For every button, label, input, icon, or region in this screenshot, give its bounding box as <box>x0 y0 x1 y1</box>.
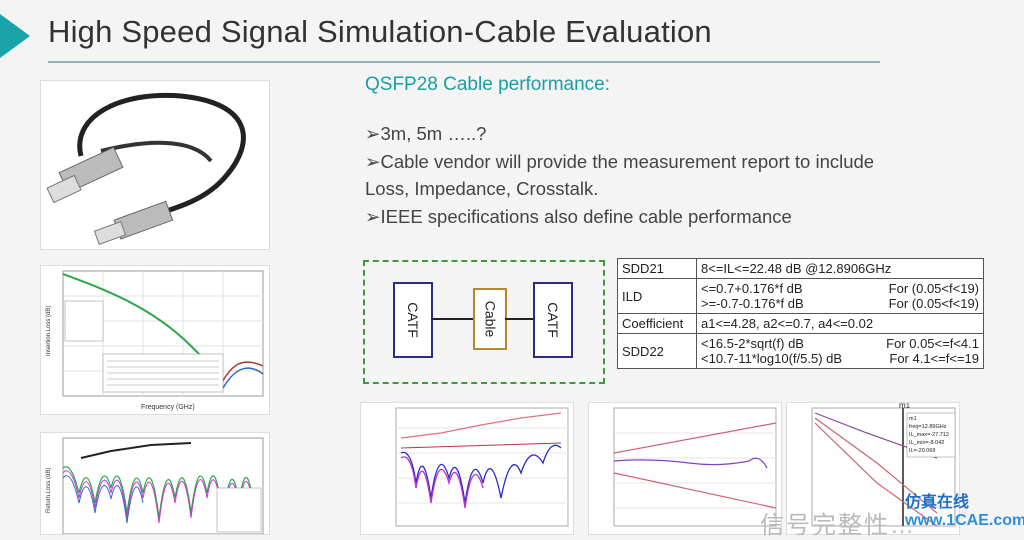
bullet-item: Loss, Impedance, Crosstalk. <box>365 178 599 199</box>
param-value: <10.7-11*log10(f/5.5) dB <box>701 351 843 366</box>
param-range: For 4.1<=f<=19 <box>889 351 979 366</box>
link-line-left <box>431 318 473 320</box>
m1-readout-line: IL_min=-8.042 <box>909 440 944 446</box>
title-accent-tab <box>0 14 30 58</box>
catf-left-label: CATF <box>404 302 421 338</box>
il-xlabel: Frequency (GHz) <box>141 404 195 411</box>
catf-box-left: CATF <box>393 282 433 358</box>
table-row: SDD22 <16.5-2*sqrt(f) dB For 0.05<=f<4.1 … <box>617 333 984 369</box>
watermark-gray-text: 信号完整性… <box>760 512 916 539</box>
m1-readout-line: freq=12.89GHz <box>909 424 947 430</box>
m1-marker-label: m1 <box>899 403 911 410</box>
bullet-list: ➢3m, 5m …..? ➢Cable vendor will provide … <box>365 120 874 230</box>
param-name: SDD21 <box>617 258 697 279</box>
param-name: SDD22 <box>617 333 697 369</box>
insertion-loss-plot: Frequency (GHz) Insertion Loss (dB) <box>40 265 270 415</box>
title-divider <box>48 61 880 63</box>
watermark-line2: www.1CAE.com <box>905 512 1024 529</box>
bullet-item: ➢IEEE specifications also define cable p… <box>365 205 792 227</box>
catf-box-right: CATF <box>533 282 573 358</box>
section-subtitle: QSFP28 Cable performance: <box>365 74 611 95</box>
param-value: <16.5-2*sqrt(f) dB <box>701 336 804 351</box>
param-value: >=-0.7-0.176*f dB <box>701 296 804 311</box>
m1-readout-line: IL_max=-27.712 <box>909 432 949 438</box>
m1-readout-line: IL=-20.069 <box>909 448 935 454</box>
cable-box: Cable <box>473 288 507 350</box>
param-value: a1<=4.28, a2<=0.7, a4<=0.02 <box>696 313 984 334</box>
param-name: Coefficient <box>617 313 697 334</box>
page-title: High Speed Signal Simulation-Cable Evalu… <box>48 14 712 49</box>
m1-readout-line: m1 <box>909 416 917 422</box>
cable-label: Cable <box>482 300 498 338</box>
bullet-item: ➢Cable vendor will provide the measureme… <box>365 150 875 172</box>
il-ylabel: Insertion Loss (dB) <box>46 306 52 356</box>
rl-ylabel: Return Loss (dB) <box>46 468 52 513</box>
svg-text:m1 freq=12.89GHz I: m1 freq=12.89GHz IL_max=-27.712 IL_min=-… <box>909 416 950 454</box>
param-value: 8<=IL<=22.48 dB @12.8906GHz <box>696 258 984 279</box>
param-range: For (0.05<f<19) <box>888 296 979 311</box>
param-range: For 0.05<=f<4.1 <box>886 336 979 351</box>
table-row: SDD21 8<=IL<=22.48 dB @12.8906GHz <box>617 258 984 279</box>
param-name: ILD <box>617 278 697 314</box>
bullet-item: ➢3m, 5m …..? <box>365 123 487 144</box>
catf-right-label: CATF <box>544 302 561 338</box>
return-loss-plot: Return Loss (dB) <box>40 432 270 535</box>
watermark-line1: 仿真在线 <box>905 494 970 511</box>
param-value: <=0.7+0.176*f dB <box>701 281 803 296</box>
sdd21-sim-plot <box>360 402 574 535</box>
param-range: For (0.05<f<19) <box>888 281 979 296</box>
link-line-right <box>505 318 533 320</box>
table-row: ILD <=0.7+0.176*f dB For (0.05<f<19) >=-0… <box>617 278 984 314</box>
ild-sim-plot <box>588 402 782 535</box>
sdd22-sim-plot: m1 m1 freq=12.89GHz IL_max=-27.712 IL_mi… <box>786 402 960 535</box>
cable-photo <box>40 80 270 250</box>
table-row: Coefficient a1<=4.28, a2<=0.7, a4<=0.02 <box>617 313 984 334</box>
spec-table: SDD21 8<=IL<=22.48 dB @12.8906GHz ILD <=… <box>617 258 984 369</box>
block-diagram: CATF Cable CATF <box>363 260 605 384</box>
watermark-logo: 仿真在线 www.1CAE.com <box>905 494 1024 530</box>
